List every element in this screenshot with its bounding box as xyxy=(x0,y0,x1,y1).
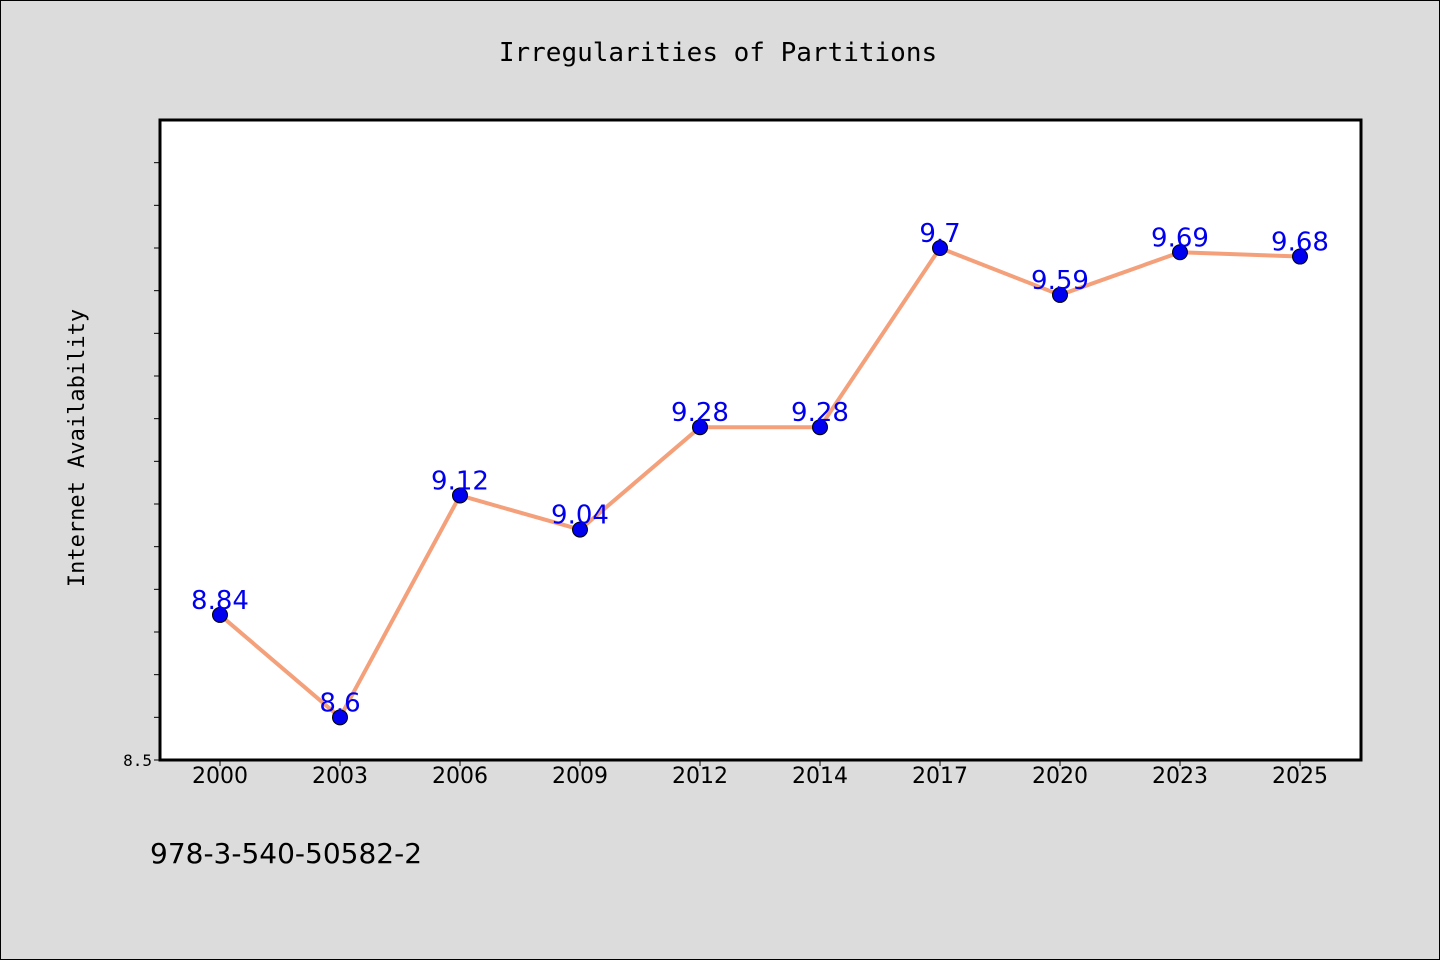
data-point xyxy=(332,709,348,726)
data-point xyxy=(452,487,468,504)
x-tick-label: 2020 xyxy=(1032,764,1088,789)
data-label: 9.04 xyxy=(551,501,609,531)
x-tick-label: 2023 xyxy=(1152,764,1208,789)
series-points-group xyxy=(212,240,1308,726)
data-point xyxy=(1172,244,1188,261)
data-label: 9.12 xyxy=(431,466,489,496)
data-point xyxy=(932,240,948,256)
series-line xyxy=(218,246,1301,720)
x-tick-label: 2006 xyxy=(432,764,488,789)
data-point xyxy=(572,521,588,538)
x-tick-label: 2014 xyxy=(792,764,848,789)
isbn-footer: 978-3-540-50582-2 xyxy=(150,837,422,870)
x-tick-label: 2017 xyxy=(912,764,968,789)
data-point xyxy=(212,606,228,623)
data-label: 9.69 xyxy=(1151,223,1209,253)
data-point xyxy=(1052,286,1068,303)
y-axis-label: Internet Availability xyxy=(65,309,90,587)
x-tick-label: 2000 xyxy=(192,764,248,789)
data-label: 8.84 xyxy=(191,586,249,616)
data-point xyxy=(812,419,828,436)
data-point xyxy=(692,419,708,436)
series-labels-group: 8.84 8.6 9.12 9.04 9.28 9.28 9.7 9.59 9.69 9.68 xyxy=(191,219,1329,718)
x-tick-label: 2003 xyxy=(312,764,368,789)
data-label: 9.7 xyxy=(919,219,960,249)
data-label: 8.6 xyxy=(319,688,360,718)
data-label: 9.28 xyxy=(791,398,849,428)
y-axis-ticks: 8.5 xyxy=(123,162,160,770)
x-axis-ticks: 2000 2003 2006 2009 2012 2014 2017 2020 2023 2025 xyxy=(192,760,1328,789)
series-line-group xyxy=(218,246,1301,720)
x-tick-label: 2009 xyxy=(552,764,608,789)
x-tick-label: 2012 xyxy=(672,764,728,789)
chart-title: Irregularities of Partitions xyxy=(499,38,937,68)
data-point xyxy=(1292,248,1308,265)
plot-area xyxy=(158,118,1363,762)
data-label: 9.68 xyxy=(1271,228,1329,258)
data-label: 9.59 xyxy=(1031,266,1089,296)
data-label: 9.28 xyxy=(671,398,729,428)
y-tick-label: 8.5 xyxy=(123,751,152,770)
x-tick-label: 2025 xyxy=(1272,764,1328,789)
